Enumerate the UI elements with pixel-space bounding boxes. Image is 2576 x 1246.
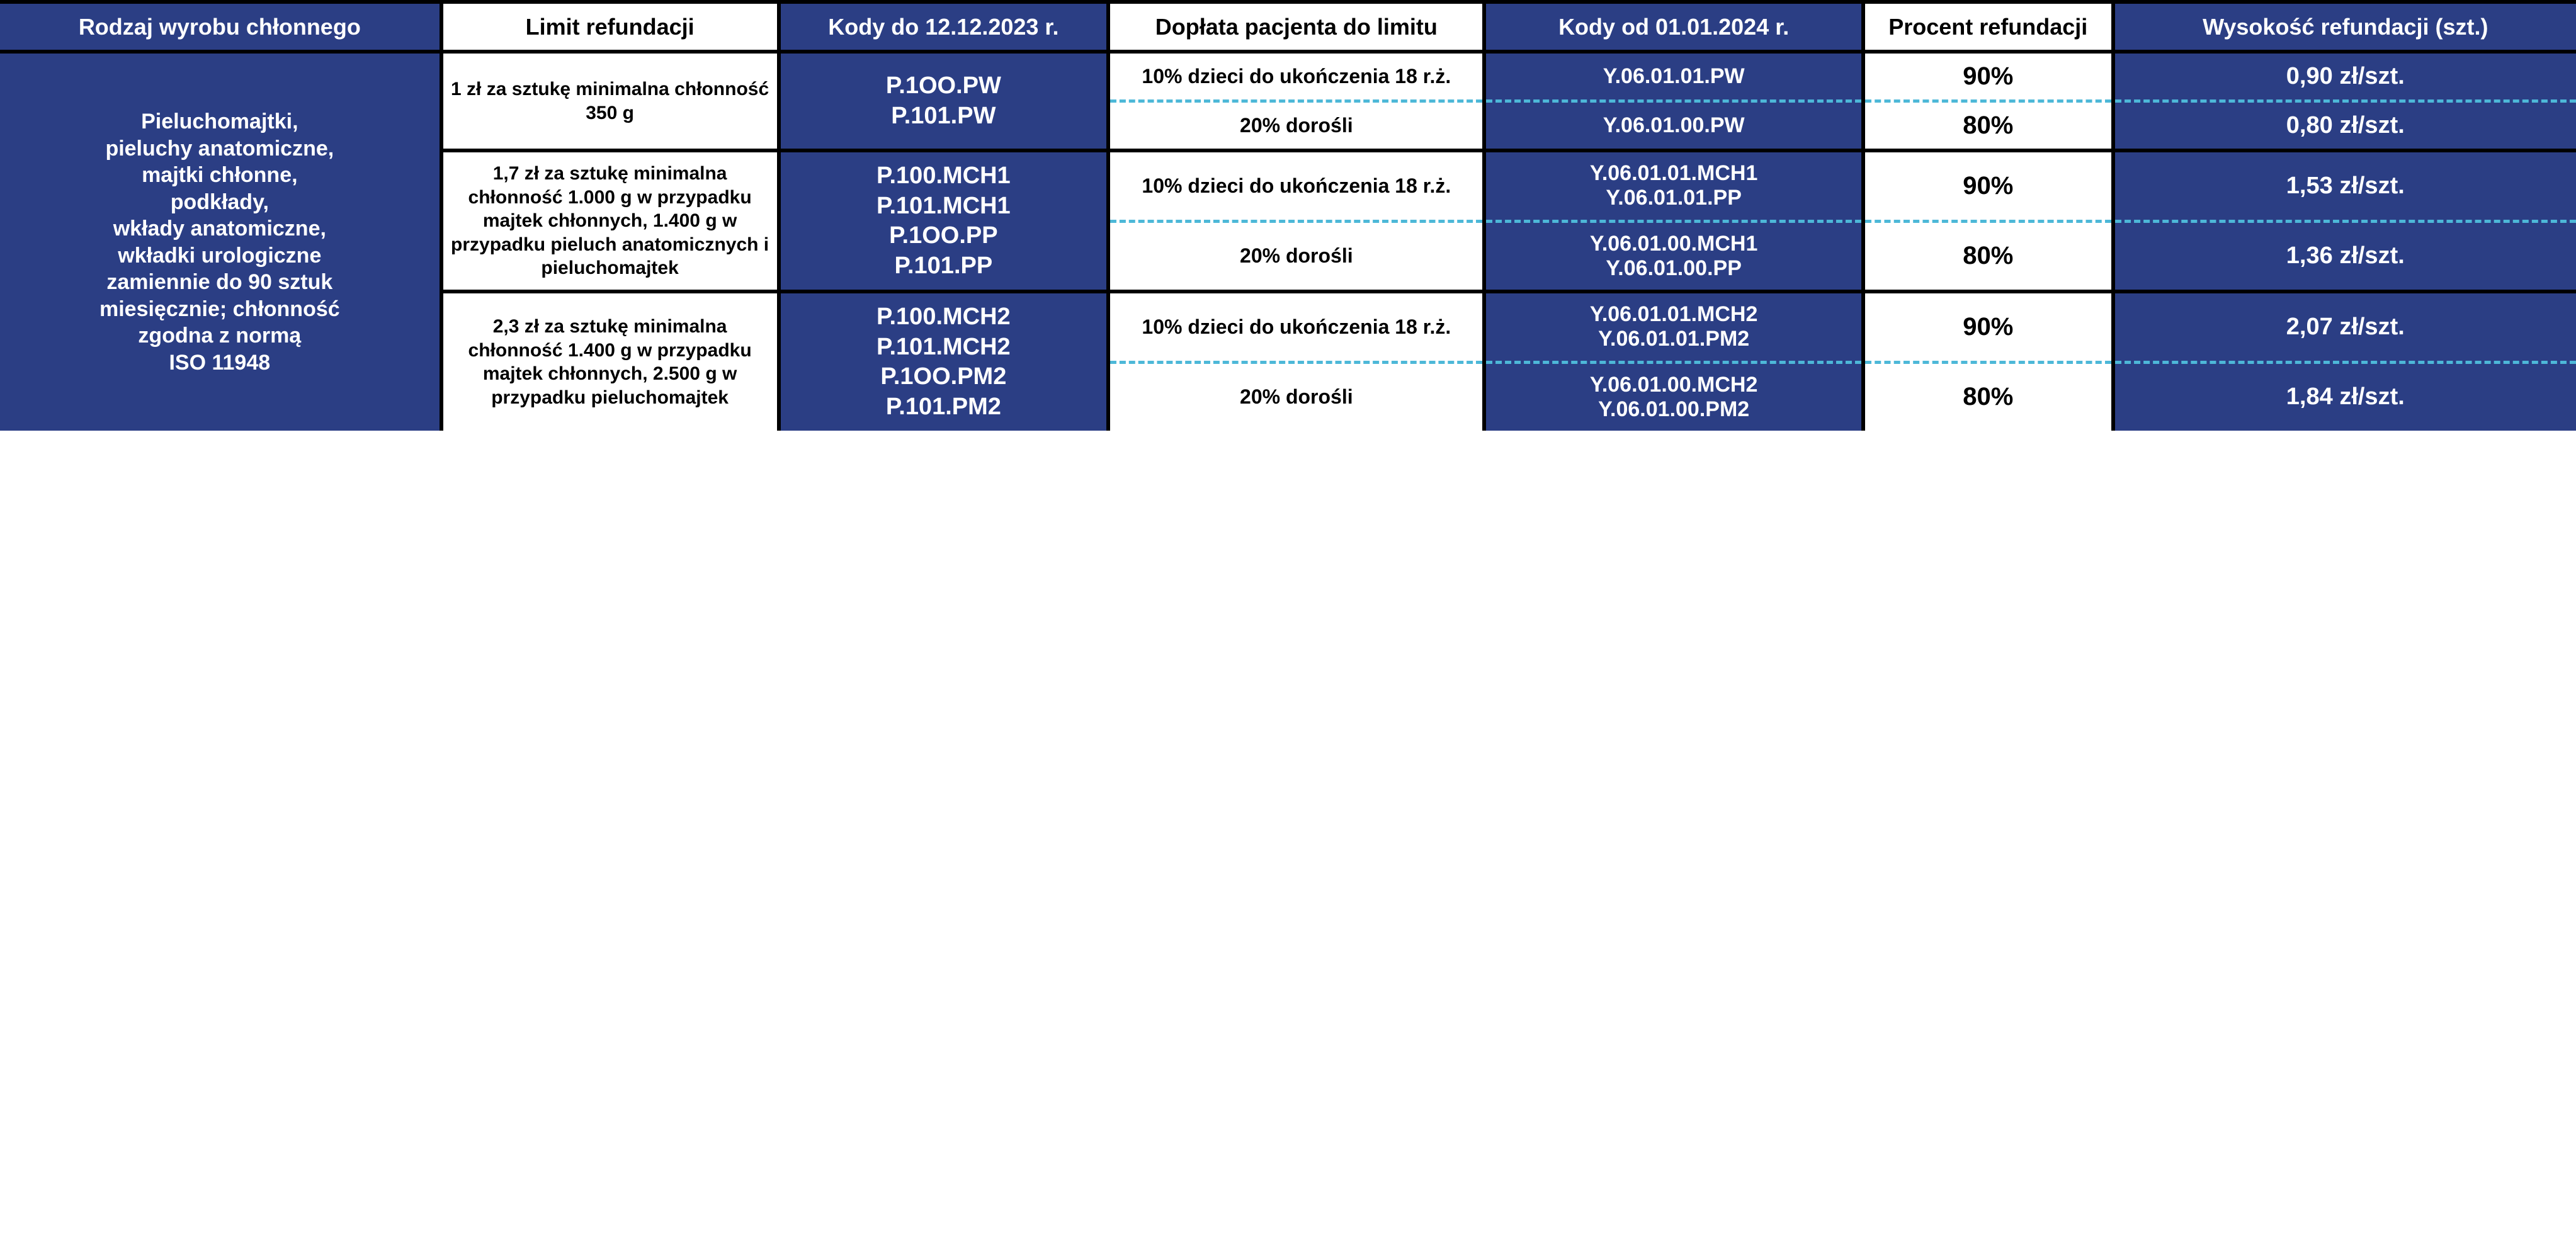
header-percent: Procent refundacji xyxy=(1865,4,2115,54)
g3-amt-adults: 1,84 zł/szt. xyxy=(2115,364,2576,431)
g1-amt-col: 0,90 zł/szt. 0,80 zł/szt. xyxy=(2115,54,2576,152)
g3-codes-old: P.100.MCH2 P.101.MCH2 P.1OO.PM2 P.101.PM… xyxy=(781,293,1111,431)
header-product-type: Rodzaj wyrobu chłonnego xyxy=(0,4,443,54)
g3-pct-adults: 80% xyxy=(1865,364,2111,431)
refund-table: Rodzaj wyrobu chłonnego Limit refundacji… xyxy=(0,0,2576,431)
g2-pct-children: 90% xyxy=(1865,152,2111,223)
g1-surcharge-children: 10% dzieci do ukończenia 18 r.ż. xyxy=(1110,54,1482,103)
g2-limit: 1,7 zł za sztukę minimalna chłonność 1.0… xyxy=(443,152,781,293)
g1-limit: 1 zł za sztukę minimalna chłonność 350 g xyxy=(443,54,781,152)
g2-codes-new-col: Y.06.01.01.MCH1 Y.06.01.01.PP Y.06.01.00… xyxy=(1486,152,1864,293)
header-amount: Wysokość refundacji (szt.) xyxy=(2115,4,2576,54)
g2-amt-children: 1,53 zł/szt. xyxy=(2115,152,2576,223)
g3-limit: 2,3 zł za sztukę minimalna chłonność 1.4… xyxy=(443,293,781,431)
g1-surcharge-adults: 20% dorośli xyxy=(1110,103,1482,149)
header-limit: Limit refundacji xyxy=(443,4,781,54)
g1-codes-new-col: Y.06.01.01.PW Y.06.01.00.PW xyxy=(1486,54,1864,152)
g3-amt-children: 2,07 zł/szt. xyxy=(2115,293,2576,364)
g1-pct-adults: 80% xyxy=(1865,103,2111,149)
g3-surcharge-col: 10% dzieci do ukończenia 18 r.ż. 20% dor… xyxy=(1110,293,1486,431)
g3-codes-new-children: Y.06.01.01.MCH2 Y.06.01.01.PM2 xyxy=(1486,293,1861,364)
g2-codes-old: P.100.MCH1 P.101.MCH1 P.1OO.PP P.101.PP xyxy=(781,152,1111,293)
g1-pct-col: 90% 80% xyxy=(1865,54,2115,152)
g1-pct-children: 90% xyxy=(1865,54,2111,103)
g3-codes-new-col: Y.06.01.01.MCH2 Y.06.01.01.PM2 Y.06.01.0… xyxy=(1486,293,1864,431)
g2-amt-col: 1,53 zł/szt. 1,36 zł/szt. xyxy=(2115,152,2576,293)
g1-codes-new-adults: Y.06.01.00.PW xyxy=(1486,103,1861,149)
g3-pct-children: 90% xyxy=(1865,293,2111,364)
g2-codes-new-adults: Y.06.01.00.MCH1 Y.06.01.00.PP xyxy=(1486,223,1861,290)
header-surcharge: Dopłata pacjenta do limitu xyxy=(1110,4,1486,54)
g3-amt-col: 2,07 zł/szt. 1,84 zł/szt. xyxy=(2115,293,2576,431)
g3-pct-col: 90% 80% xyxy=(1865,293,2115,431)
g1-codes-old: P.1OO.PW P.101.PW xyxy=(781,54,1111,152)
product-type-cell: Pieluchomajtki, pieluchy anatomiczne, ma… xyxy=(0,54,443,431)
g2-surcharge-col: 10% dzieci do ukończenia 18 r.ż. 20% dor… xyxy=(1110,152,1486,293)
g1-surcharge-col: 10% dzieci do ukończenia 18 r.ż. 20% dor… xyxy=(1110,54,1486,152)
header-codes-new: Kody od 01.01.2024 r. xyxy=(1486,4,1864,54)
g3-surcharge-adults: 20% dorośli xyxy=(1110,364,1482,431)
g2-surcharge-adults: 20% dorośli xyxy=(1110,223,1482,290)
g3-codes-new-adults: Y.06.01.00.MCH2 Y.06.01.00.PM2 xyxy=(1486,364,1861,431)
g1-codes-new-children: Y.06.01.01.PW xyxy=(1486,54,1861,103)
g2-pct-col: 90% 80% xyxy=(1865,152,2115,293)
g1-amt-adults: 0,80 zł/szt. xyxy=(2115,103,2576,149)
g2-pct-adults: 80% xyxy=(1865,223,2111,290)
g1-amt-children: 0,90 zł/szt. xyxy=(2115,54,2576,103)
g2-surcharge-children: 10% dzieci do ukończenia 18 r.ż. xyxy=(1110,152,1482,223)
g2-amt-adults: 1,36 zł/szt. xyxy=(2115,223,2576,290)
g3-surcharge-children: 10% dzieci do ukończenia 18 r.ż. xyxy=(1110,293,1482,364)
g2-codes-new-children: Y.06.01.01.MCH1 Y.06.01.01.PP xyxy=(1486,152,1861,223)
header-codes-old: Kody do 12.12.2023 r. xyxy=(781,4,1111,54)
